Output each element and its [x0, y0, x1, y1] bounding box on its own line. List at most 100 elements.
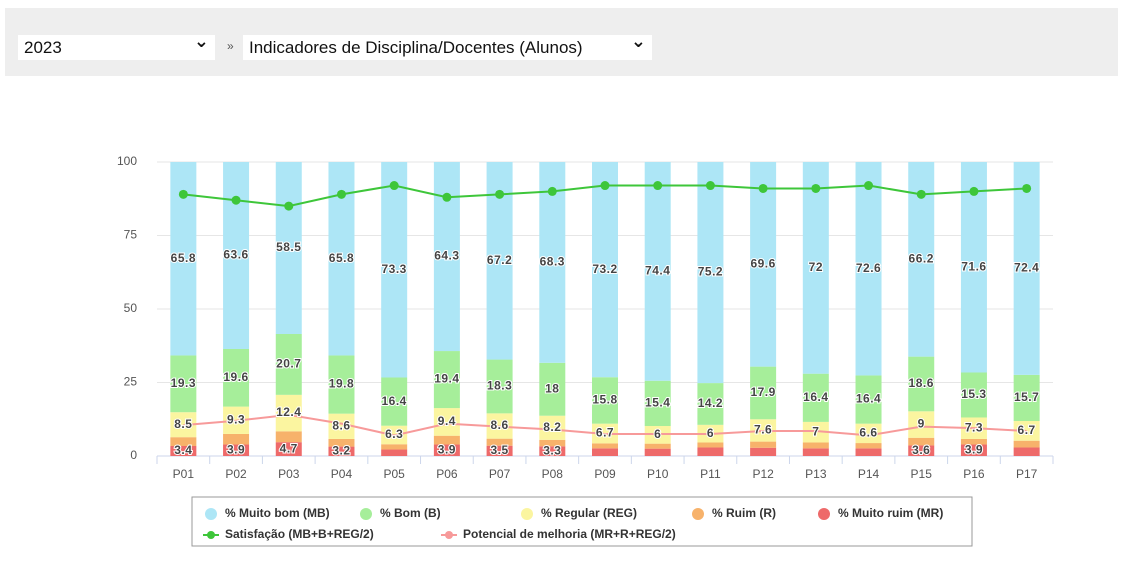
legend-marker	[205, 508, 217, 520]
data-label: 18.3	[487, 379, 512, 393]
data-label: 3.9	[438, 442, 456, 456]
bar-segment	[697, 383, 724, 425]
legend-marker	[818, 508, 830, 520]
bar-segment	[855, 443, 882, 449]
bar-segment	[802, 421, 829, 443]
y-tick-label: 25	[124, 375, 138, 389]
bar-segment	[592, 377, 618, 424]
bar-segment	[1013, 440, 1040, 448]
bar-segment	[644, 380, 671, 427]
data-label: 16.4	[381, 394, 406, 408]
bar-segment	[855, 448, 882, 456]
line-marker	[442, 192, 452, 202]
data-label: 15.4	[645, 396, 670, 410]
legend-label: % Ruim (R)	[712, 506, 776, 520]
data-label: 74.4	[645, 264, 670, 278]
legend-marker	[360, 508, 372, 520]
data-label: 8.2	[543, 420, 561, 434]
bar-segment	[539, 362, 566, 416]
bar-segment	[275, 162, 302, 334]
data-label: 15.3	[961, 387, 986, 401]
bar-segment	[433, 435, 460, 445]
data-label: 6.3	[385, 427, 403, 441]
data-label: 15.8	[592, 393, 617, 407]
data-label: 19.6	[223, 370, 248, 384]
line-marker	[389, 181, 399, 191]
bar-segment	[697, 442, 724, 448]
bar-segment	[592, 443, 618, 449]
line-marker	[600, 181, 610, 191]
bar-segment	[433, 444, 460, 456]
bar-segment	[960, 372, 987, 418]
bar-segment	[592, 448, 618, 456]
data-label: 19.3	[171, 376, 196, 390]
bar-segment	[328, 438, 355, 447]
data-label: 19.8	[329, 377, 354, 391]
data-label: 72.4	[1014, 261, 1039, 275]
data-label: 19.4	[434, 372, 459, 386]
data-label: 14.2	[698, 396, 723, 410]
data-label: 6	[654, 427, 661, 441]
legend-label: % Bom (B)	[380, 506, 441, 520]
legend-label: % Muito bom (MB)	[225, 506, 330, 520]
bar-segment	[539, 446, 566, 456]
bar-segment	[697, 162, 724, 384]
legend-marker	[692, 508, 704, 520]
legend-label: Satisfação (MB+B+REG/2)	[225, 527, 374, 541]
legend-label: % Muito ruim (MR)	[838, 506, 943, 520]
bar-segment	[750, 447, 777, 456]
data-label: 3.9	[227, 442, 245, 456]
bar-segment	[855, 162, 882, 376]
bar-segment	[750, 441, 777, 448]
data-label: 69.6	[750, 256, 775, 270]
bar-segment	[433, 408, 460, 436]
bar-segment	[275, 431, 302, 443]
data-label: 18	[545, 381, 559, 395]
line-marker	[231, 195, 241, 205]
data-label: 58.5	[276, 240, 301, 254]
bar-segment	[486, 438, 513, 446]
data-label: 15.7	[1014, 390, 1039, 404]
y-tick-label: 100	[117, 154, 137, 168]
line-marker	[864, 181, 874, 191]
report-select[interactable]: Indicadores de Disciplina/Docentes (Alun…	[243, 29, 652, 60]
x-tick-label: P13	[805, 467, 827, 481]
year-select[interactable]: 2023	[18, 29, 215, 60]
data-label: 6.6	[859, 426, 877, 440]
bar-segment	[697, 447, 724, 456]
bar-segment	[855, 375, 882, 424]
data-label: 6	[707, 426, 714, 440]
bar-segment	[170, 446, 197, 456]
line-marker	[1022, 183, 1032, 193]
chart: 0 25 50 75 100 P01 P02 P03 P04 P05 P06 P07 P08 P09 P10…	[117, 154, 1054, 547]
bar-segment	[381, 449, 408, 456]
data-label: 65.8	[329, 251, 354, 265]
bar-segment	[275, 394, 302, 432]
line	[183, 413, 1027, 437]
bar-segment	[802, 442, 829, 449]
bar-segment	[855, 423, 882, 444]
data-label: 68.3	[540, 255, 565, 269]
data-label: 6.7	[596, 426, 614, 440]
x-tick-label: P17	[1016, 467, 1038, 481]
toolbar: 2023 » Indicadores de Disciplina/Docente…	[5, 8, 1118, 76]
bar-segment	[381, 444, 408, 450]
x-tick-label: P03	[278, 467, 300, 481]
data-label: 3.5	[490, 443, 508, 457]
data-label: 9.4	[438, 414, 456, 428]
bar-segment	[802, 162, 829, 374]
data-label: 75.2	[698, 265, 723, 279]
bar-segment	[1013, 162, 1040, 375]
bar-segment	[275, 442, 302, 456]
data-label: 71.6	[961, 259, 986, 273]
data-label: 9	[918, 417, 925, 431]
bar-segment	[433, 351, 460, 409]
data-label: 64.3	[434, 249, 459, 263]
bar-segment	[750, 162, 777, 367]
bar-segment	[1013, 447, 1040, 456]
bar-segment	[223, 444, 250, 456]
bar-segment	[1013, 374, 1040, 422]
bar-segment	[539, 439, 566, 447]
data-label: 3.6	[912, 443, 930, 457]
data-label: 4.7	[280, 441, 298, 455]
